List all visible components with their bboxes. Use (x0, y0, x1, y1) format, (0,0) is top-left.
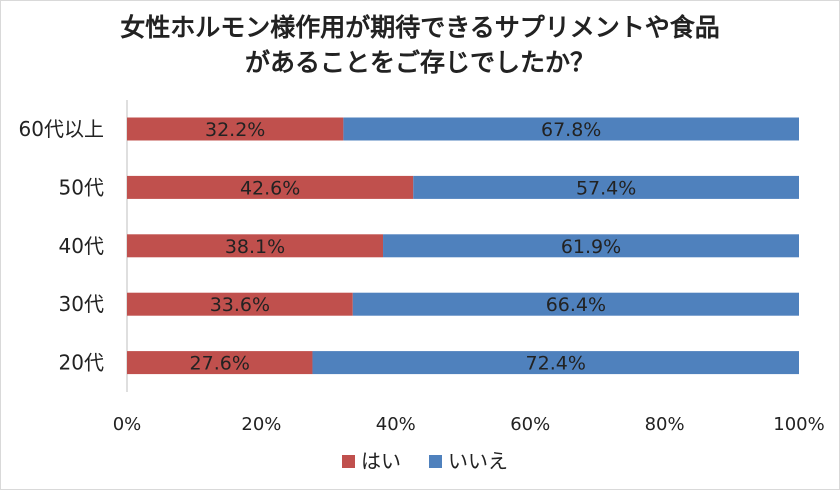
bar-segment-no (343, 117, 799, 141)
chart-title-line-1: 女性ホルモン様作用が期待できるサプリメントや食品 (120, 13, 720, 42)
x-tick-label: 60% (510, 414, 550, 435)
legend-swatch-no (429, 455, 442, 468)
x-tick-label: 0% (113, 414, 142, 435)
chart-title: 女性ホルモン様作用が期待できるサプリメントや食品 があることをご存じでしたか？ (0, 10, 840, 80)
category-label: 60代以上 (19, 117, 104, 141)
x-tick-label: 20% (241, 414, 281, 435)
data-label: 66.4% (546, 294, 606, 316)
data-label: 72.4% (526, 353, 586, 375)
data-label: 61.9% (561, 236, 621, 258)
category-label: 40代 (59, 234, 104, 258)
data-label: 42.6% (240, 177, 300, 199)
data-label: 32.2% (205, 119, 265, 141)
bar-segment-yes (127, 292, 353, 316)
legend-label-no: いいえ (448, 449, 508, 473)
legend-swatch-yes (342, 455, 355, 468)
data-label: 33.6% (210, 294, 270, 316)
data-label: 67.8% (541, 119, 601, 141)
x-tick-label: 100% (773, 414, 824, 435)
chart-title-line-2: があることをご存じでしたか？ (244, 48, 595, 77)
category-label: 50代 (59, 175, 104, 199)
data-label: 57.4% (576, 177, 636, 199)
bar-segment-no (383, 234, 799, 258)
category-label: 30代 (59, 292, 104, 316)
bar-segment-no (413, 175, 799, 199)
bar-segment-no (352, 292, 799, 316)
bar-segment-yes (127, 175, 414, 199)
bar-segment-no (312, 351, 799, 375)
bar-segment-yes (127, 234, 384, 258)
bar-segment-yes (127, 351, 313, 375)
bar-segment-yes (127, 117, 344, 141)
legend-label-yes: はい (361, 449, 401, 473)
x-tick-label: 80% (645, 414, 685, 435)
category-label: 20代 (59, 351, 104, 375)
data-label: 38.1% (225, 236, 285, 258)
x-tick-label: 40% (376, 414, 416, 435)
data-label: 27.6% (190, 353, 250, 375)
